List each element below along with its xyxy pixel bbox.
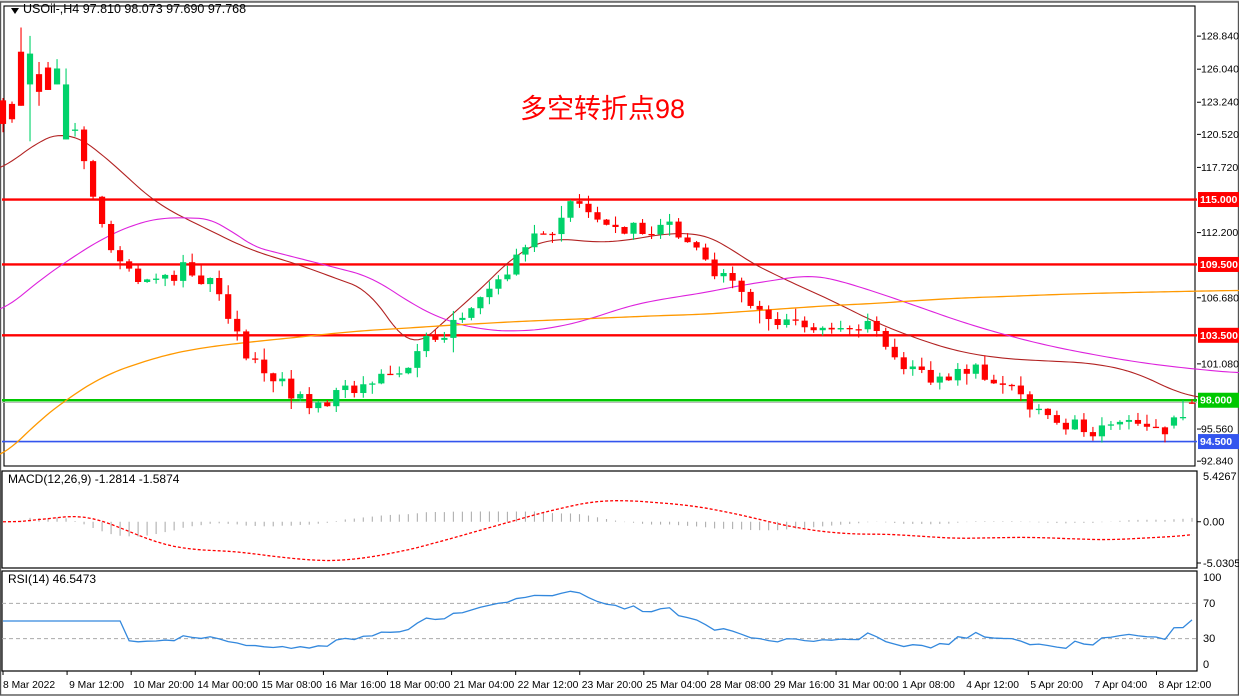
svg-text:123.240: 123.240	[1201, 97, 1239, 109]
svg-text:103.500: 103.500	[1200, 330, 1238, 342]
svg-text:16 Mar 16:00: 16 Mar 16:00	[325, 680, 386, 691]
svg-text:18 Mar 00:00: 18 Mar 00:00	[390, 680, 451, 691]
svg-text:RSI(14) 46.5473: RSI(14) 46.5473	[8, 572, 96, 586]
svg-text:92.840: 92.840	[1201, 456, 1233, 468]
svg-text:31 Mar 00:00: 31 Mar 00:00	[838, 680, 899, 691]
svg-text:15 Mar 08:00: 15 Mar 08:00	[261, 680, 322, 691]
svg-text:7 Apr 04:00: 7 Apr 04:00	[1094, 680, 1147, 691]
svg-text:MACD(12,26,9) -1.2814 -1.5874: MACD(12,26,9) -1.2814 -1.5874	[8, 472, 180, 486]
svg-text:多空转折点98: 多空转折点98	[520, 94, 685, 124]
svg-text:0: 0	[1203, 659, 1209, 671]
svg-text:10 Mar 20:00: 10 Mar 20:00	[133, 680, 194, 691]
svg-text:95.560: 95.560	[1201, 424, 1233, 436]
svg-text:70: 70	[1203, 598, 1215, 610]
svg-text:120.520: 120.520	[1201, 129, 1239, 141]
svg-text:9 Mar 12:00: 9 Mar 12:00	[69, 680, 124, 691]
svg-text:29 Mar 16:00: 29 Mar 16:00	[774, 680, 835, 691]
svg-text:126.040: 126.040	[1201, 64, 1239, 76]
svg-text:-5.0305: -5.0305	[1203, 558, 1239, 570]
svg-text:94.500: 94.500	[1200, 436, 1232, 448]
svg-text:98.000: 98.000	[1200, 395, 1232, 407]
svg-text:USOil-,H4 97.810 98.073 97.69: USOil-,H4 97.810 98.073 97.690 97.768	[23, 2, 246, 16]
svg-text:25 Mar 04:00: 25 Mar 04:00	[646, 680, 707, 691]
svg-text:1 Apr 08:00: 1 Apr 08:00	[902, 680, 955, 691]
svg-text:101.080: 101.080	[1201, 358, 1239, 370]
svg-text:128.840: 128.840	[1201, 31, 1239, 43]
svg-text:28 Mar 08:00: 28 Mar 08:00	[710, 680, 771, 691]
svg-text:23 Mar 20:00: 23 Mar 20:00	[582, 680, 643, 691]
svg-text:22 Mar 12:00: 22 Mar 12:00	[518, 680, 579, 691]
svg-text:109.500: 109.500	[1200, 259, 1238, 271]
svg-text:115.000: 115.000	[1200, 194, 1238, 206]
svg-text:117.720: 117.720	[1201, 162, 1238, 174]
svg-text:112.200: 112.200	[1201, 227, 1238, 239]
svg-text:106.680: 106.680	[1201, 292, 1239, 304]
svg-text:100: 100	[1203, 572, 1221, 584]
svg-text:8 Apr 12:00: 8 Apr 12:00	[1159, 680, 1212, 691]
svg-text:8 Mar 2022: 8 Mar 2022	[3, 680, 55, 691]
svg-text:5.4267: 5.4267	[1203, 471, 1237, 483]
svg-text:5 Apr 20:00: 5 Apr 20:00	[1030, 680, 1083, 691]
svg-text:0.00: 0.00	[1203, 517, 1224, 529]
svg-text:30: 30	[1203, 633, 1215, 645]
svg-text:4 Apr 12:00: 4 Apr 12:00	[966, 680, 1019, 691]
svg-text:14 Mar 00:00: 14 Mar 00:00	[197, 680, 258, 691]
svg-text:21 Mar 04:00: 21 Mar 04:00	[454, 680, 515, 691]
